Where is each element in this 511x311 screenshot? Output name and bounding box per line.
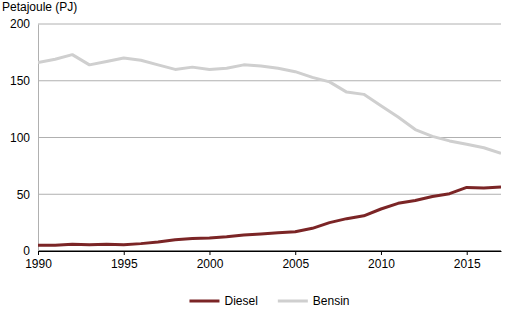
x-tick-label: 1990 [25, 257, 52, 271]
grid-line [38, 24, 501, 25]
x-tick-label: 2000 [197, 257, 224, 271]
plot: 050100150200199019952000200520102015 [10, 17, 502, 270]
x-tick-mark [38, 251, 39, 255]
grid [38, 24, 501, 251]
x-tick: 2000 [197, 251, 224, 271]
x-tick-mark [467, 251, 468, 255]
y-axis-title: Petajoule (PJ) [2, 0, 77, 14]
chart: 050100150200199019952000200520102015Peta… [0, 0, 511, 311]
legend-swatch [278, 300, 308, 303]
x-tick: 1995 [111, 251, 138, 271]
x-tick: 2015 [454, 251, 481, 271]
x-tick-mark [381, 251, 382, 255]
x-tick-mark [209, 251, 210, 255]
legend-label: Diesel [224, 294, 257, 308]
grid-line [38, 80, 501, 81]
y-axis: 050100150200 [10, 17, 39, 258]
legend-label: Bensin [313, 294, 350, 308]
y-tick: 100 [10, 131, 38, 145]
y-tick-label: 150 [10, 74, 30, 88]
x-axis: 1990 1995 2000 2005 2010 2015 [25, 251, 501, 271]
legend-item: Bensin [278, 294, 350, 308]
x-tick: 2010 [368, 251, 395, 271]
grid-line [38, 251, 501, 252]
legend-swatch [189, 300, 219, 303]
x-axis-line [39, 251, 502, 252]
x-tick: 2005 [282, 251, 309, 271]
x-tick-label: 2005 [282, 257, 309, 271]
y-tick: 200 [10, 17, 38, 31]
x-tick-mark [124, 251, 125, 255]
x-tick: 1990 [25, 251, 52, 271]
y-tick: 50 [17, 188, 38, 202]
y-tick-label: 100 [10, 131, 30, 145]
y-tick-label: 50 [17, 188, 31, 202]
x-tick-label: 2015 [454, 257, 481, 271]
series-line [38, 187, 501, 245]
x-tick-label: 1995 [111, 257, 138, 271]
legend-item: Diesel [189, 294, 257, 308]
y-tick-label: 200 [10, 17, 30, 31]
lines [38, 55, 501, 246]
x-tick-mark [295, 251, 296, 255]
x-tick-label: 2010 [368, 257, 395, 271]
y-tick: 150 [10, 74, 38, 88]
series-line [38, 55, 501, 154]
legend: Diesel Bensin [189, 294, 349, 308]
y-axis-line [38, 25, 39, 252]
grid-line [38, 194, 501, 195]
